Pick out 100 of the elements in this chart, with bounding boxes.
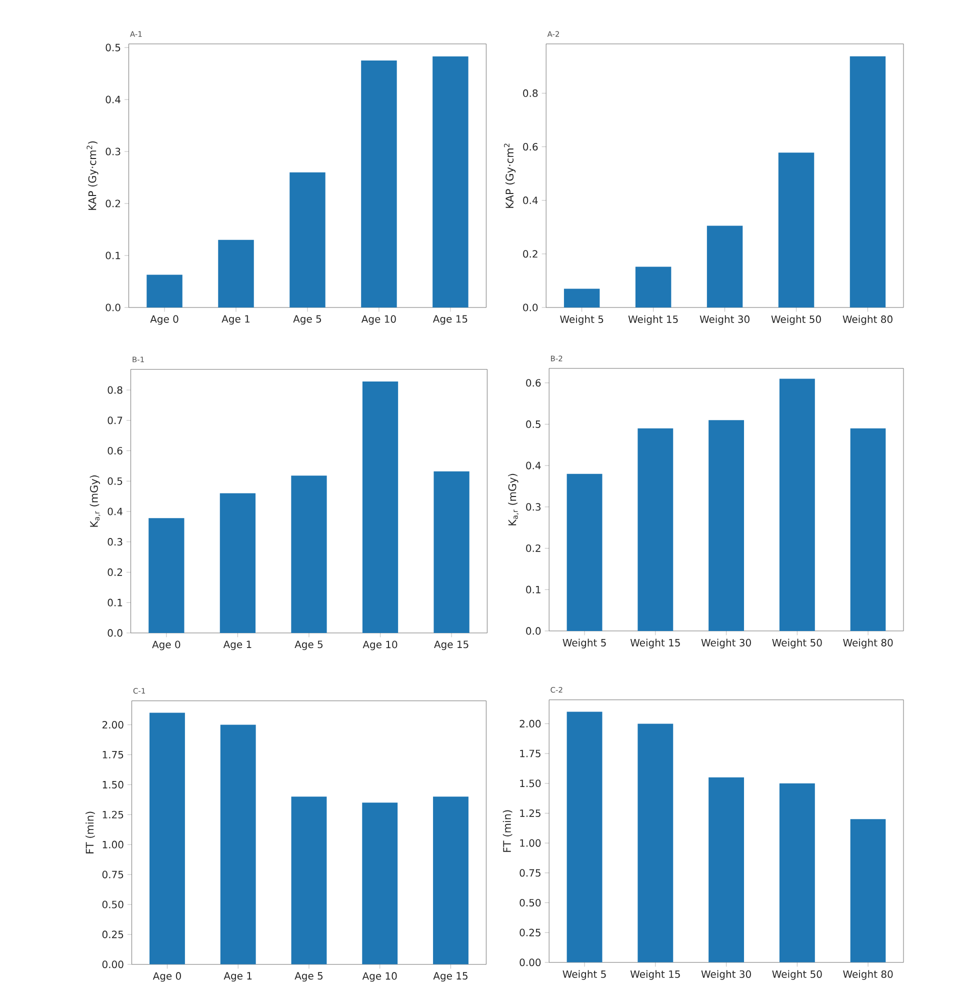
bar [850, 428, 886, 631]
bar [566, 712, 602, 962]
x-tick-label: Age 0 [152, 640, 180, 650]
x-tick-label: Age 15 [433, 972, 468, 982]
bar [778, 152, 814, 308]
bar [850, 56, 886, 308]
bar [362, 382, 398, 633]
y-tick-label: 1.75 [520, 750, 540, 758]
bar [708, 777, 744, 962]
bar [708, 420, 744, 631]
bar [291, 796, 327, 964]
bar [432, 56, 468, 308]
x-tick-label: Age 15 [432, 315, 467, 325]
bar [218, 240, 254, 308]
y-tick-label: 0.1 [526, 586, 540, 594]
y-tick-label: 0.6 [108, 446, 122, 455]
y-tick-label: 0.5 [526, 420, 540, 428]
x-tick-label: Weight 80 [842, 970, 893, 980]
y-axis-title: K$_{a,r}$ (mGy) [508, 474, 518, 526]
y-tick-label: 0.0 [522, 304, 538, 312]
y-tick-label: 0.2 [526, 544, 540, 552]
y-tick-label: 0.5 [106, 44, 120, 52]
bar [434, 471, 470, 633]
y-tick-label: 0.3 [106, 148, 120, 156]
x-tick-label: Weight 15 [630, 638, 680, 648]
x-tick-label: Weight 5 [562, 970, 606, 980]
bar [290, 476, 327, 633]
y-tick-label: 0.8 [522, 89, 538, 97]
bar [289, 172, 326, 308]
y-tick-label: 0.2 [522, 250, 538, 258]
x-tick-label: Weight 15 [630, 970, 680, 980]
x-tick-label: Weight 15 [628, 315, 678, 325]
bar [220, 724, 256, 964]
x-tick-label: Age 10 [362, 640, 398, 650]
y-tick-label: 0.75 [520, 869, 540, 877]
bar [362, 802, 398, 964]
bar [638, 724, 673, 962]
y-tick-label: 0.25 [102, 930, 123, 938]
y-tick-label: 0.25 [520, 928, 540, 936]
y-tick-label: 0.8 [108, 386, 122, 394]
y-axis-title: KAP (Gy·cm$^{2}$) [86, 141, 98, 210]
bar [638, 428, 673, 631]
x-tick-label: Age 1 [223, 640, 252, 650]
y-tick-label: 1.00 [102, 840, 124, 848]
x-tick-label: Age 10 [361, 315, 396, 325]
bar [220, 493, 256, 633]
x-tick-label: Weight 80 [842, 638, 893, 648]
bar [566, 474, 602, 631]
x-tick-label: Weight 30 [700, 315, 750, 325]
y-tick-label: 1.00 [520, 839, 540, 847]
bar [360, 60, 397, 308]
y-axis-title: K$_{a,r}$ (mGy) [90, 475, 100, 527]
y-tick-label: 0.4 [526, 462, 541, 470]
y-tick-label: 0.4 [522, 196, 538, 204]
y-tick-label: 0.2 [106, 200, 120, 208]
y-tick-label: 0.0 [106, 304, 120, 312]
y-tick-label: 0.00 [102, 960, 124, 968]
bar [779, 783, 815, 962]
x-tick-label: Age 5 [292, 315, 321, 325]
bar [850, 819, 886, 962]
y-tick-label: 0.0 [108, 629, 122, 637]
bar [564, 288, 600, 308]
y-tick-label: 0.6 [526, 379, 540, 387]
bar [635, 266, 671, 308]
bar [779, 378, 815, 631]
y-tick-label: 1.50 [520, 780, 540, 788]
x-tick-label: Weight 30 [701, 638, 751, 648]
y-tick-label: 0.7 [108, 416, 122, 424]
y-axis-title: FT (min) [502, 810, 512, 852]
bar [432, 796, 468, 964]
y-tick-label: 0.6 [522, 142, 538, 151]
bar [706, 226, 742, 308]
y-tick-label: 0.3 [108, 538, 122, 546]
y-tick-label: 1.75 [102, 751, 123, 758]
x-tick-label: Weight 50 [771, 315, 821, 325]
bar [149, 712, 185, 964]
y-tick-label: 0.4 [108, 508, 122, 516]
y-tick-label: 0.4 [106, 96, 120, 104]
y-tick-label: 1.25 [102, 810, 123, 818]
x-tick-label: Weight 5 [560, 315, 603, 325]
y-tick-label: 1.50 [102, 780, 124, 788]
x-tick-label: Age 15 [434, 640, 468, 650]
y-tick-label: 1.25 [520, 809, 540, 817]
y-tick-label: 2.00 [520, 720, 540, 728]
x-tick-label: Age 5 [294, 640, 322, 650]
x-tick-label: Age 1 [221, 315, 250, 325]
y-tick-label: 0.00 [520, 958, 540, 966]
y-axis-title: KAP (Gy·cm$^{2}$ [504, 144, 516, 208]
y-axis-title: FT (min) [85, 812, 95, 854]
y-tick-label: 0.75 [102, 870, 123, 878]
x-tick-label: Weight 50 [772, 970, 822, 980]
y-tick-label: 0.2 [108, 568, 122, 576]
y-tick-label: 0.1 [106, 252, 120, 260]
y-tick-label: 0.50 [102, 900, 124, 908]
y-tick-label: 0.0 [526, 627, 540, 635]
bar [146, 274, 182, 308]
x-tick-label: Age 5 [294, 972, 322, 982]
y-tick-label: 0.50 [520, 898, 540, 906]
y-tick-label: 0.5 [108, 477, 122, 485]
x-tick-label: Weight 50 [772, 638, 822, 648]
